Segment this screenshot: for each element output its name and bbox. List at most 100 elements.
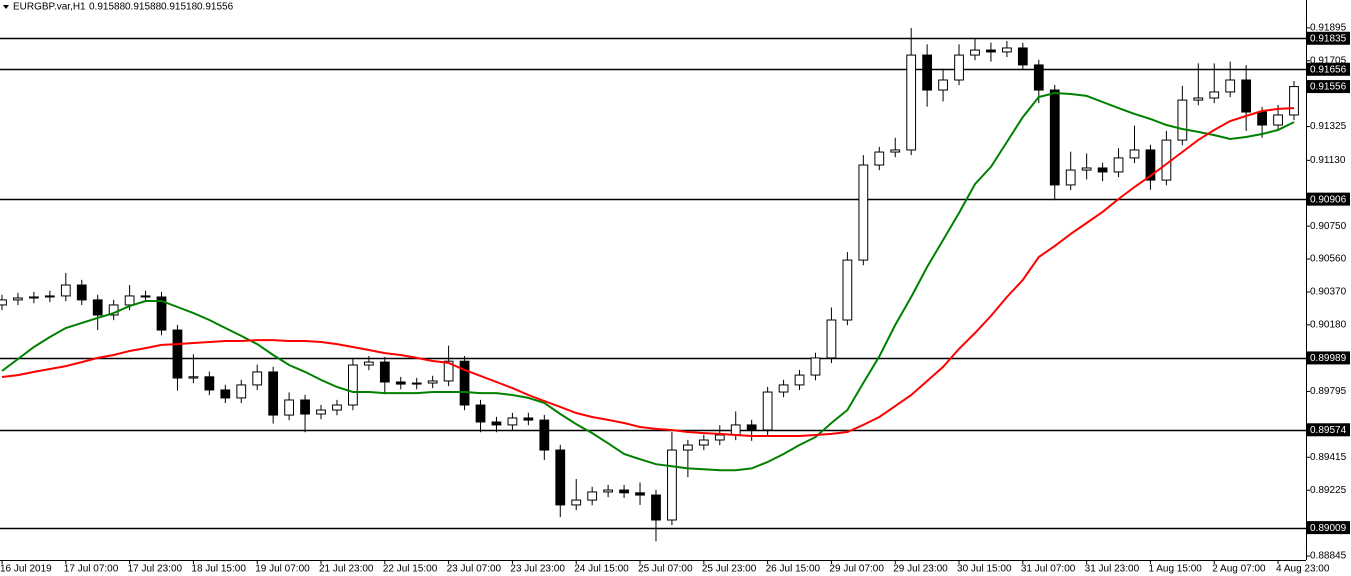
candle-body [379, 361, 390, 383]
candle-body [363, 361, 374, 366]
candle [603, 484, 614, 498]
header-low: 0.91518 [161, 2, 198, 13]
candle [316, 404, 326, 420]
candle [427, 375, 438, 389]
candle-body [890, 149, 901, 153]
candle-body [1049, 89, 1060, 186]
candle-body [746, 424, 757, 431]
candle [698, 434, 709, 451]
x-tick-label: 17 Jul 23:00 [128, 564, 183, 575]
candle-body [842, 259, 853, 321]
candle-body [619, 489, 629, 494]
candle-body [300, 399, 310, 415]
candle [220, 384, 231, 404]
candle-body [730, 424, 741, 436]
candle [986, 42, 996, 62]
candle-body [555, 449, 566, 506]
candle-body [13, 297, 23, 301]
candle [300, 394, 310, 433]
candle [1209, 63, 1220, 104]
candle-body [44, 295, 55, 298]
candle [459, 356, 470, 411]
candle-body [954, 54, 964, 81]
candle-body [427, 380, 438, 384]
candle [156, 291, 167, 336]
candle-body [1065, 169, 1076, 186]
candle [1033, 59, 1044, 104]
candle-body [395, 381, 406, 385]
candle-body [220, 389, 231, 399]
x-tick-label: 26 Jul 15:00 [766, 564, 821, 575]
candle-body [1241, 79, 1252, 113]
candle [1113, 148, 1124, 178]
candle-body [810, 357, 821, 376]
y-tick-label: 0.90370 [1310, 287, 1347, 298]
candle-body [1033, 64, 1044, 91]
level-label-box [1307, 351, 1350, 365]
y-tick-label: 0.91325 [1310, 121, 1347, 132]
candle [762, 386, 773, 436]
candle [44, 290, 55, 303]
candle [13, 292, 23, 306]
candle-body [651, 494, 661, 521]
candle-body [539, 419, 550, 451]
candle [651, 489, 661, 542]
x-tick-label: 25 Jul 07:00 [638, 564, 693, 575]
candle [858, 155, 869, 266]
header-high: 0.91588 [125, 2, 162, 13]
candle-body [1209, 91, 1220, 99]
candle-body [459, 360, 470, 406]
candle [1225, 61, 1236, 98]
candle [507, 412, 518, 431]
candle-body [156, 296, 167, 331]
candle-body [1289, 86, 1299, 116]
candle-body [92, 299, 103, 316]
candle-body [1257, 111, 1267, 126]
candle-body [667, 449, 677, 521]
candle-body [76, 284, 87, 301]
candle [954, 44, 964, 86]
candle-body [284, 399, 294, 416]
candle-body [60, 284, 71, 297]
candle-body [1017, 47, 1028, 66]
level-label-box [1307, 62, 1350, 76]
level-label: 0.91835 [1310, 33, 1347, 44]
candle-body [29, 296, 39, 299]
candle [1002, 40, 1012, 58]
candle [1193, 63, 1204, 106]
level-label-box [1307, 192, 1350, 206]
candle [555, 444, 566, 518]
candle-body [1193, 97, 1204, 101]
candle-body [475, 404, 486, 423]
candle-body [778, 384, 789, 393]
candle-body [1081, 167, 1092, 171]
candle [188, 354, 199, 384]
y-tick-label: 0.90750 [1310, 221, 1347, 232]
candle [571, 478, 582, 511]
candle [268, 366, 279, 424]
x-tick-label: 24 Jul 15:00 [574, 564, 629, 575]
candle [587, 486, 598, 506]
candle [172, 324, 183, 391]
candle [348, 357, 358, 411]
y-tick-label: 0.91705 [1310, 55, 1347, 66]
candle-body [938, 79, 948, 91]
candle-body [523, 417, 534, 421]
candle-body [204, 376, 215, 391]
candle-body [1177, 99, 1188, 141]
candle-body [124, 295, 135, 306]
candle [475, 399, 486, 433]
x-tick-label: 16 Jul 2019 [0, 564, 52, 575]
header-open: 0.91588 [89, 2, 126, 13]
level-label: 0.89574 [1310, 425, 1347, 436]
candle [395, 376, 406, 390]
level-label: 0.89009 [1310, 523, 1347, 534]
candle-body [140, 295, 151, 298]
menu-arrow[interactable] [3, 5, 9, 9]
candle-body [858, 164, 869, 261]
last-price-label: 0.91556 [1310, 82, 1347, 93]
candle [826, 307, 837, 364]
candle-body [1129, 149, 1140, 159]
level-label-box [1307, 31, 1350, 45]
level-label: 0.89989 [1310, 353, 1347, 364]
